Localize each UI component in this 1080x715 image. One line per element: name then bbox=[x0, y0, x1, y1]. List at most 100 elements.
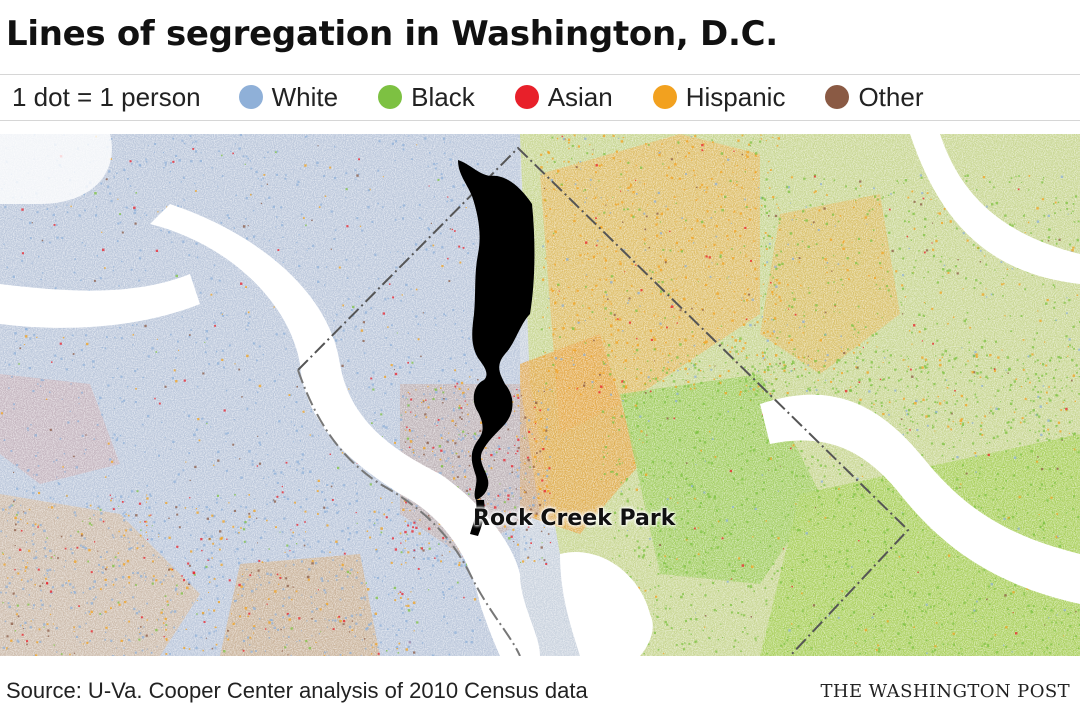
population-dot bbox=[934, 649, 937, 652]
population-dot bbox=[674, 557, 676, 559]
population-dot bbox=[604, 446, 607, 449]
population-dot bbox=[941, 454, 944, 457]
population-dot bbox=[709, 202, 711, 204]
population-dot bbox=[639, 438, 641, 440]
population-dot bbox=[675, 221, 677, 223]
population-dot bbox=[795, 218, 797, 220]
population-dot bbox=[839, 311, 841, 313]
population-dot bbox=[858, 378, 861, 382]
population-dot bbox=[213, 264, 216, 267]
population-dot bbox=[534, 420, 537, 424]
population-dot bbox=[239, 458, 241, 460]
population-dot bbox=[533, 401, 535, 403]
population-dot bbox=[557, 293, 559, 296]
population-dot bbox=[1030, 232, 1032, 234]
population-dot bbox=[744, 171, 746, 173]
population-dot bbox=[693, 488, 696, 491]
population-dot bbox=[913, 324, 916, 327]
population-dot bbox=[256, 391, 259, 394]
population-dot bbox=[19, 344, 22, 346]
population-dot bbox=[1050, 643, 1053, 646]
population-dot bbox=[251, 463, 254, 466]
population-dot bbox=[680, 250, 684, 253]
population-dot bbox=[652, 378, 654, 380]
population-dot bbox=[553, 290, 555, 292]
population-dot bbox=[227, 432, 229, 434]
population-dot bbox=[1072, 210, 1074, 213]
population-dot bbox=[78, 403, 80, 405]
population-dot bbox=[1004, 214, 1007, 217]
population-dot bbox=[881, 197, 883, 200]
population-dot bbox=[55, 459, 58, 462]
population-dot bbox=[703, 491, 706, 494]
population-dot bbox=[275, 226, 277, 228]
population-dot bbox=[733, 645, 736, 648]
population-dot bbox=[150, 514, 152, 516]
population-dot bbox=[894, 389, 897, 392]
population-dot bbox=[540, 402, 543, 404]
population-dot bbox=[298, 234, 300, 236]
population-dot bbox=[732, 566, 734, 568]
population-dot bbox=[655, 271, 657, 274]
population-dot bbox=[347, 359, 350, 362]
population-dot bbox=[317, 280, 320, 283]
population-dot bbox=[59, 342, 62, 345]
population-dot bbox=[790, 202, 791, 204]
population-dot bbox=[881, 379, 884, 381]
population-dot bbox=[757, 403, 759, 405]
population-dot bbox=[662, 562, 665, 565]
population-dot bbox=[411, 158, 413, 160]
population-dot bbox=[800, 366, 802, 369]
population-dot bbox=[632, 202, 634, 205]
population-dot bbox=[434, 557, 436, 559]
population-dot bbox=[798, 528, 801, 532]
population-dot bbox=[871, 208, 874, 211]
population-dot bbox=[659, 268, 663, 272]
population-dot bbox=[609, 373, 612, 376]
population-dot bbox=[431, 564, 435, 567]
population-dot bbox=[292, 441, 294, 443]
population-dot bbox=[733, 291, 735, 293]
population-dot bbox=[785, 185, 789, 189]
population-dot bbox=[975, 650, 977, 653]
population-dot bbox=[610, 324, 613, 327]
population-dot bbox=[729, 282, 731, 284]
population-dot bbox=[815, 304, 818, 307]
population-dot bbox=[387, 297, 389, 300]
population-dot bbox=[311, 635, 313, 637]
population-dot bbox=[832, 387, 834, 390]
population-dot bbox=[906, 413, 909, 416]
population-dot bbox=[771, 392, 774, 395]
population-dot bbox=[793, 368, 795, 370]
population-dot bbox=[363, 609, 365, 611]
population-dot bbox=[543, 429, 546, 432]
population-dot bbox=[986, 598, 988, 601]
population-dot bbox=[514, 444, 516, 446]
population-dot bbox=[534, 438, 536, 440]
population-dot bbox=[288, 394, 291, 396]
population-dot bbox=[113, 176, 116, 178]
population-dot bbox=[481, 458, 483, 460]
population-dot bbox=[385, 337, 387, 339]
population-dot bbox=[1028, 445, 1030, 447]
population-dot bbox=[132, 344, 134, 346]
population-dot bbox=[902, 274, 905, 277]
population-dot bbox=[935, 420, 937, 422]
population-dot bbox=[242, 225, 246, 228]
population-dot bbox=[810, 647, 813, 650]
population-dot bbox=[614, 203, 617, 206]
population-dot bbox=[20, 218, 22, 221]
population-dot bbox=[168, 231, 171, 234]
population-dot bbox=[871, 616, 874, 619]
population-dot bbox=[695, 612, 696, 614]
population-dot bbox=[807, 466, 810, 469]
population-dot bbox=[221, 349, 224, 352]
population-dot bbox=[955, 356, 958, 359]
population-dot bbox=[440, 387, 442, 389]
population-dot bbox=[665, 605, 667, 607]
population-dot bbox=[761, 453, 763, 455]
population-dot bbox=[967, 421, 969, 424]
population-dot bbox=[973, 287, 976, 289]
population-dot bbox=[1041, 468, 1044, 471]
population-dot bbox=[841, 590, 844, 593]
